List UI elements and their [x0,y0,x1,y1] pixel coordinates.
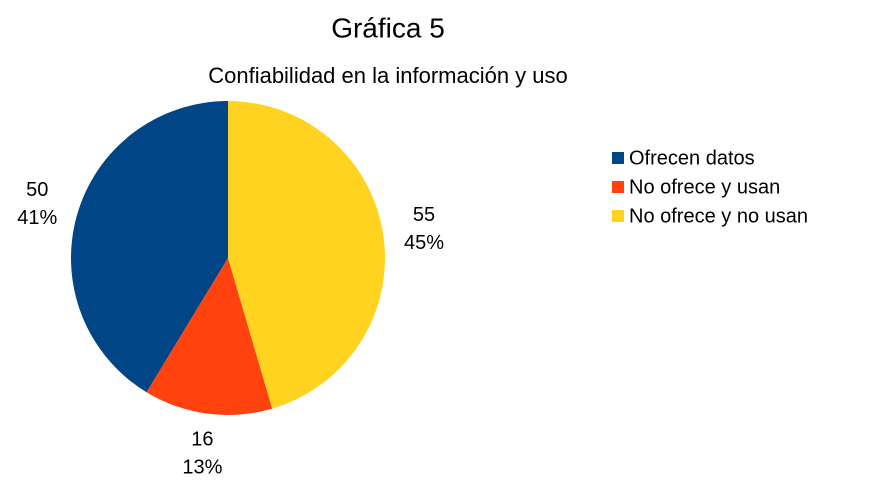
legend-label: No ofrece y usan [629,176,780,198]
legend-swatch [612,152,624,164]
pie-slice [70,101,228,393]
legend-swatch [612,181,624,193]
legend-swatch [612,210,624,222]
legend-label: Ofrecen datos [629,147,755,169]
data-label: 55 [413,204,435,226]
pie-slice [146,258,273,415]
percent-label: 41% [17,207,57,229]
chart-title: Gráfica 5 [331,12,445,43]
legend-label: No ofrece y no usan [629,205,808,227]
chart-subtitle: Confiabilidad en la información y uso [208,63,568,88]
percent-label: 13% [182,457,222,479]
pie-slice [228,101,386,409]
percent-label: 45% [404,232,444,254]
data-label: 50 [26,179,48,201]
data-label: 16 [191,429,213,451]
